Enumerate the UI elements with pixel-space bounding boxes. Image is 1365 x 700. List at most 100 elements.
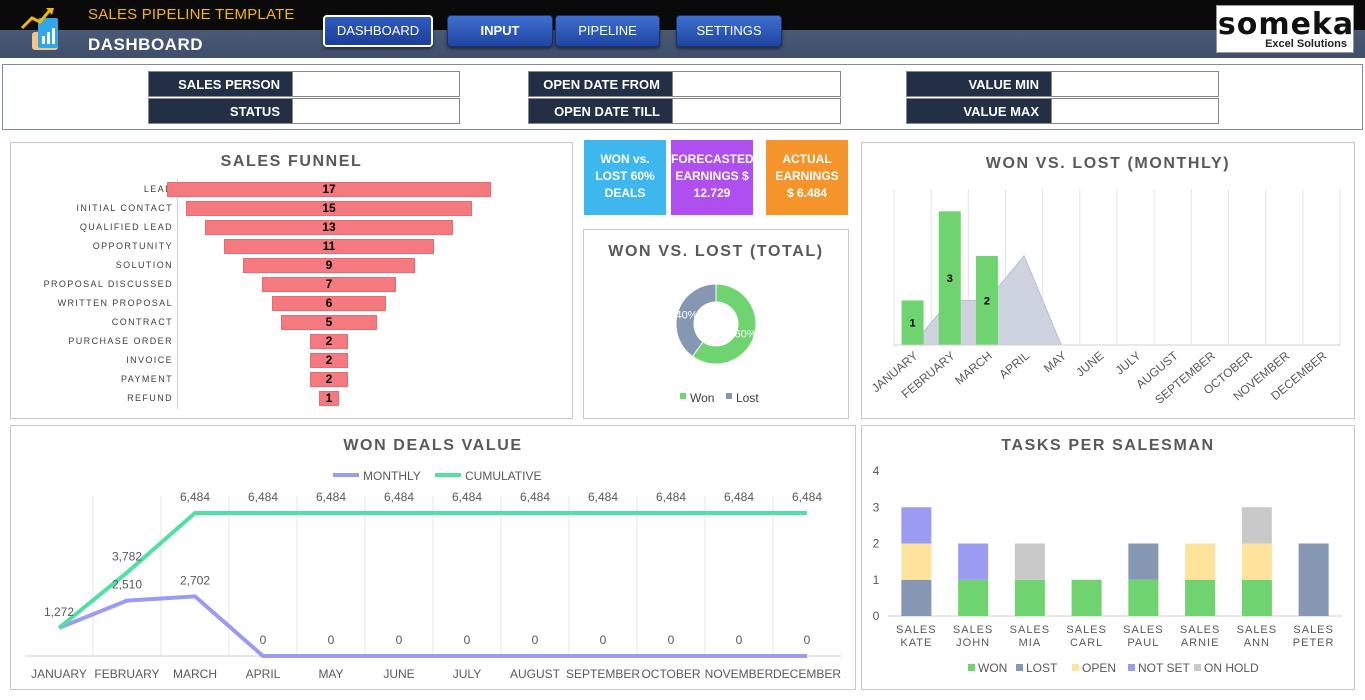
legend-label: CUMULATIVE [465,469,541,483]
task-bar-open[interactable] [1241,543,1272,580]
kpi-line: EARNINGS $ [675,169,749,183]
funnel-bar[interactable]: 17 [167,182,491,197]
kpi-line: WON vs. [600,152,650,166]
donut-slice-won[interactable] [691,283,757,365]
funnel-bar[interactable]: 5 [281,315,377,330]
task-bar-open[interactable] [1185,543,1216,580]
monthly-value-label: 0 [736,633,743,647]
kpi-line: EARNINGS [775,169,839,183]
monthly-value-label: 0 [600,633,607,647]
task-bar-lost[interactable] [1298,543,1329,617]
dashboard-nav-button[interactable]: DASHBOARD [323,15,433,47]
sales-funnel-title: SALES FUNNEL [220,153,363,170]
salesman-label: JOHN [956,637,990,649]
funnel-stage-label: REFUND [127,393,173,403]
won-bar-label: 2 [984,295,990,307]
donut-slice-lost[interactable] [675,283,717,358]
value-min-input[interactable] [1051,71,1219,97]
salesman-label: SALES [1123,624,1163,636]
funnel-row: CONTRACT 5 [11,315,571,331]
sales-person-input[interactable] [292,71,460,97]
monthly-value-label: 0 [396,633,403,647]
task-bar-lost[interactable] [901,579,932,616]
task-bar-open[interactable] [901,543,932,580]
funnel-bar[interactable]: 2 [309,334,349,349]
funnel-row: QUALIFIED LEAD 13 [11,220,571,236]
month-tick-label: DECEMBER [773,667,841,681]
sales-person-label: SALES PERSON [148,71,293,97]
monthly-line[interactable] [58,594,807,658]
salesman-label: CARL [1070,637,1103,649]
task-bar-won[interactable] [1185,579,1216,616]
open-date-from-input[interactable] [672,71,841,97]
funnel-bar[interactable]: 1 [319,391,339,406]
task-bar-on-hold[interactable] [1241,507,1272,544]
funnel-bar[interactable]: 15 [186,201,472,216]
legend-swatch [1128,664,1135,671]
value-max-input[interactable] [1051,98,1219,124]
task-bar-lost[interactable] [1128,543,1159,580]
funnel-bar[interactable]: 2 [309,372,349,387]
funnel-bar[interactable]: 7 [262,277,396,292]
legend-label: Won [690,391,714,405]
funnel-bar[interactable]: 13 [205,220,453,235]
y-tick-label: 4 [873,464,880,478]
salesman-label: ANN [1244,637,1270,649]
page-title: DASHBOARD [88,35,203,54]
sales-funnel-panel: SALES FUNNEL LEAD 17 INITIAL CONTACT 15 QUAL… [10,142,573,419]
open-date-till-label: OPEN DATE TILL [528,98,673,124]
cumulative-value-label: 6,484 [656,490,686,504]
won-bar[interactable] [901,300,924,345]
salesman-label: MIA [1019,637,1042,649]
someka-brand-logo[interactable]: someka Excel Solutions [1216,5,1354,53]
cumulative-value-label: 6,484 [588,490,618,504]
line-chart-title: WON DEALS VALUE [343,437,522,454]
y-tick-label: 3 [873,500,880,514]
month-tick-label: MAY [318,667,343,681]
forecasted-earnings-card: FORECASTED EARNINGS $ 12.729 [671,140,754,215]
task-bar-not-set[interactable] [958,543,989,580]
task-bar-on-hold[interactable] [1014,543,1045,580]
task-bar-won[interactable] [1014,579,1045,616]
cumulative-line[interactable] [57,511,807,630]
legend-swatch [726,393,732,399]
legend-label: ON HOLD [1204,661,1259,675]
status-input[interactable] [292,98,460,124]
task-bar-won[interactable] [1241,579,1272,616]
won-lost-monthly-panel: WON VS. LOST (MONTHLY) 1 3 2 JANUARY FEBRUARY… [861,142,1355,419]
cumulative-value-label: 6,484 [248,490,278,504]
open-date-till-input[interactable] [672,98,841,124]
month-tick-label: APRIL [996,348,1032,381]
monthly-value-label: 0 [260,633,267,647]
actual-earnings-card: ACTUAL EARNINGS $ 6.484 [766,140,848,215]
funnel-bar[interactable]: 6 [271,296,387,311]
task-bar-won[interactable] [1128,579,1159,616]
funnel-bar[interactable]: 2 [309,353,349,368]
cumulative-value-label: 6,484 [792,490,822,504]
funnel-stage-label: INVOICE [126,355,173,365]
won-lost-total-panel: WON VS. LOST (TOTAL) 60% 40% Won Lost [583,229,849,419]
donut-slice-label: 60% [734,329,756,341]
funnel-bar[interactable]: 9 [243,258,415,273]
funnel-stage-label: PROPOSAL DISCUSSED [43,279,173,289]
input-nav-button[interactable]: INPUT [447,15,553,47]
task-bar-won[interactable] [958,579,989,616]
month-tick-label: MAY [1041,349,1069,376]
open-date-from-label: OPEN DATE FROM [528,71,673,97]
won-bar[interactable] [975,255,998,345]
salesman-label: PAUL [1127,637,1159,649]
settings-nav-button[interactable]: SETTINGS [676,15,782,47]
funnel-stage-label: CONTRACT [111,317,173,327]
legend-label: NOT SET [1138,661,1190,675]
won-deals-value-panel: WON DEALS VALUE MONTHLY CUMULATIVE 1,272 2,5… [10,425,856,690]
won-bar[interactable] [938,211,961,345]
task-bar-not-set[interactable] [901,507,932,544]
funnel-bar[interactable]: 11 [224,239,434,254]
brand-subtitle: Excel Solutions [1265,38,1347,50]
task-bar-won[interactable] [1071,579,1102,616]
legend-label: WON [978,661,1007,675]
funnel-row: PAYMENT 2 [11,372,571,388]
pipeline-nav-button[interactable]: PIPELINE [555,15,660,47]
funnel-stage-label: QUALIFIED LEAD [79,222,173,232]
